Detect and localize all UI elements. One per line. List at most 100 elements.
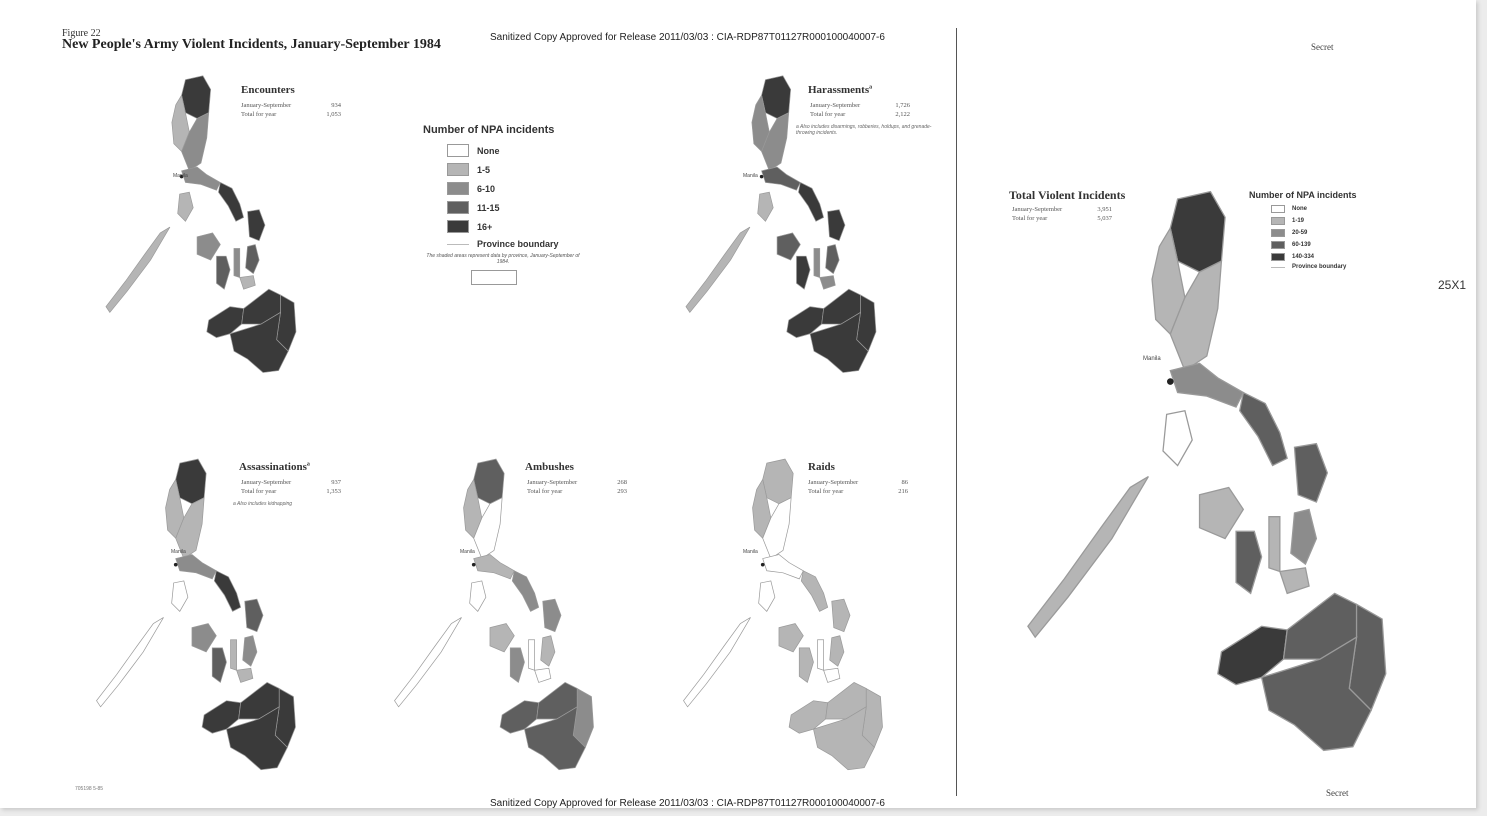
panel-harassments: Harassmentsa January-September 1,726 Tota… <box>660 70 950 400</box>
province-region-cordillera <box>165 478 185 539</box>
panel-ambushes: Ambushes January-September 268 Total for … <box>375 445 645 785</box>
total-stats: January-September 3,951 Total for year 5,0… <box>1012 206 1112 222</box>
map-philippines-assassinations <box>96 458 296 771</box>
legend-item-2: 20-59 <box>1271 228 1399 237</box>
city-label-manila: Manila <box>743 549 758 555</box>
panel-assassinations: Assassinationsa January-September 937 Tot… <box>85 445 355 785</box>
province-region-cordillera <box>1151 226 1186 336</box>
city-label-manila: Manila <box>171 549 186 555</box>
province-region-cebu <box>233 248 241 278</box>
province-region-mindanao-west <box>206 306 245 339</box>
legend-item-4: 140-334 <box>1271 252 1399 261</box>
province-region-palawan <box>685 226 751 313</box>
legend-title: Number of NPA incidents <box>423 124 555 136</box>
province-region-mindoro <box>177 191 194 222</box>
province-region-negros <box>796 255 811 290</box>
province-region-central <box>762 497 792 560</box>
manila-marker <box>1167 378 1174 385</box>
province-region-leyte <box>242 635 258 667</box>
province-region-leyte <box>1290 508 1318 566</box>
province-region-cebu <box>528 639 535 671</box>
province-region-mindanao-south <box>809 311 869 373</box>
province-region-panay <box>1198 486 1245 540</box>
panel-stats: January-September 1,726 Total for year 2,1… <box>810 102 910 118</box>
panel-title: Ambushes <box>525 461 574 473</box>
province-region-mindanao-south <box>524 706 586 771</box>
legend-title: Number of NPA incidents <box>1249 190 1357 200</box>
province-region-panay <box>191 623 217 653</box>
province-region-north <box>175 458 207 505</box>
province-region-bicol <box>213 570 242 612</box>
legend-note: The shaded areas represent data by provi… <box>426 253 580 265</box>
province-region-central <box>473 497 503 560</box>
province-region-cordillera <box>751 94 770 153</box>
city-label-manila: Manila <box>460 549 475 555</box>
province-region-cebu <box>230 639 237 671</box>
legend-item-1: 1-5 <box>447 163 583 176</box>
province-region-bicol <box>511 570 540 612</box>
province-region-mindanao-south <box>229 311 289 373</box>
manila-marker <box>759 174 764 179</box>
province-region-mindoro <box>469 580 487 612</box>
legend-item-1: 1-19 <box>1271 216 1399 225</box>
legend-item-none: None <box>447 144 583 157</box>
province-region-mindanao-south <box>813 706 875 771</box>
manila-marker <box>179 174 184 179</box>
province-region-leyte <box>829 635 845 667</box>
panel-title: Assassinationsa <box>239 461 310 473</box>
manila-marker <box>760 562 765 567</box>
province-region-samar <box>542 598 562 633</box>
province-region-central <box>761 112 790 172</box>
panel-stats: January-September 86 Total for year 216 <box>808 479 908 495</box>
legend-item-boundary: Province boundary <box>1271 264 1399 270</box>
province-region-north <box>181 75 212 119</box>
province-region-cebu <box>1268 516 1281 573</box>
province-region-bicol <box>798 181 825 222</box>
province-region-samar <box>247 209 266 242</box>
redaction-code: 25X1 <box>1438 278 1467 292</box>
province-region-panay <box>489 623 515 653</box>
province-region-negros <box>1235 530 1263 595</box>
page-divider <box>956 28 957 796</box>
province-region-samar <box>831 598 851 633</box>
province-region-palawan <box>96 617 164 708</box>
map-philippines-encounters <box>105 75 297 373</box>
province-region-negros <box>509 647 525 684</box>
province-region-bohol <box>534 667 552 683</box>
province-region-mindanao-west <box>788 700 829 734</box>
map-philippines-ambushes <box>394 458 594 771</box>
province-region-mindoro <box>171 580 189 612</box>
panel-note: a Also includes kidnapping <box>233 501 293 507</box>
secret-mark-top: Secret <box>1311 42 1334 52</box>
legend-total-incidents: Number of NPA incidents None 1-19 20-59 … <box>1249 190 1399 270</box>
province-region-negros <box>211 647 227 684</box>
legend-incidents: Number of NPA incidents None 1-5 6-10 11… <box>423 124 583 285</box>
legend-item-2: 6-10 <box>447 182 583 195</box>
map-philippines-raids <box>683 458 883 771</box>
province-region-palawan <box>105 226 171 313</box>
province-region-bohol <box>236 667 254 683</box>
province-region-luzon-south <box>1169 362 1245 408</box>
map-philippines-harassments <box>685 75 877 373</box>
province-region-luzon-south <box>761 166 801 191</box>
province-region-samar <box>1293 442 1329 503</box>
province-region-cordillera <box>171 94 190 153</box>
panel-title: Encounters <box>241 84 295 96</box>
province-region-negros <box>216 255 231 290</box>
province-region-cebu <box>813 248 821 278</box>
province-region-leyte <box>825 244 840 275</box>
panel-encounters: Encounters January-September 934 Total fo… <box>85 70 355 400</box>
province-region-panay <box>776 232 801 261</box>
city-label-manila: Manila <box>173 173 188 179</box>
sanitized-banner-bottom: Sanitized Copy Approved for Release 2011… <box>490 798 885 809</box>
province-region-bicol <box>1239 391 1288 467</box>
province-region-panay <box>196 232 221 261</box>
manila-marker <box>173 562 178 567</box>
province-region-north <box>762 458 794 505</box>
legend-item-4: 16+ <box>447 220 583 233</box>
total-title: Total Violent Incidents <box>1009 188 1126 202</box>
province-region-mindanao-west <box>201 700 242 734</box>
province-region-bohol <box>819 275 836 290</box>
province-region-north <box>473 458 505 505</box>
secret-mark-bottom: Secret <box>1326 788 1349 798</box>
